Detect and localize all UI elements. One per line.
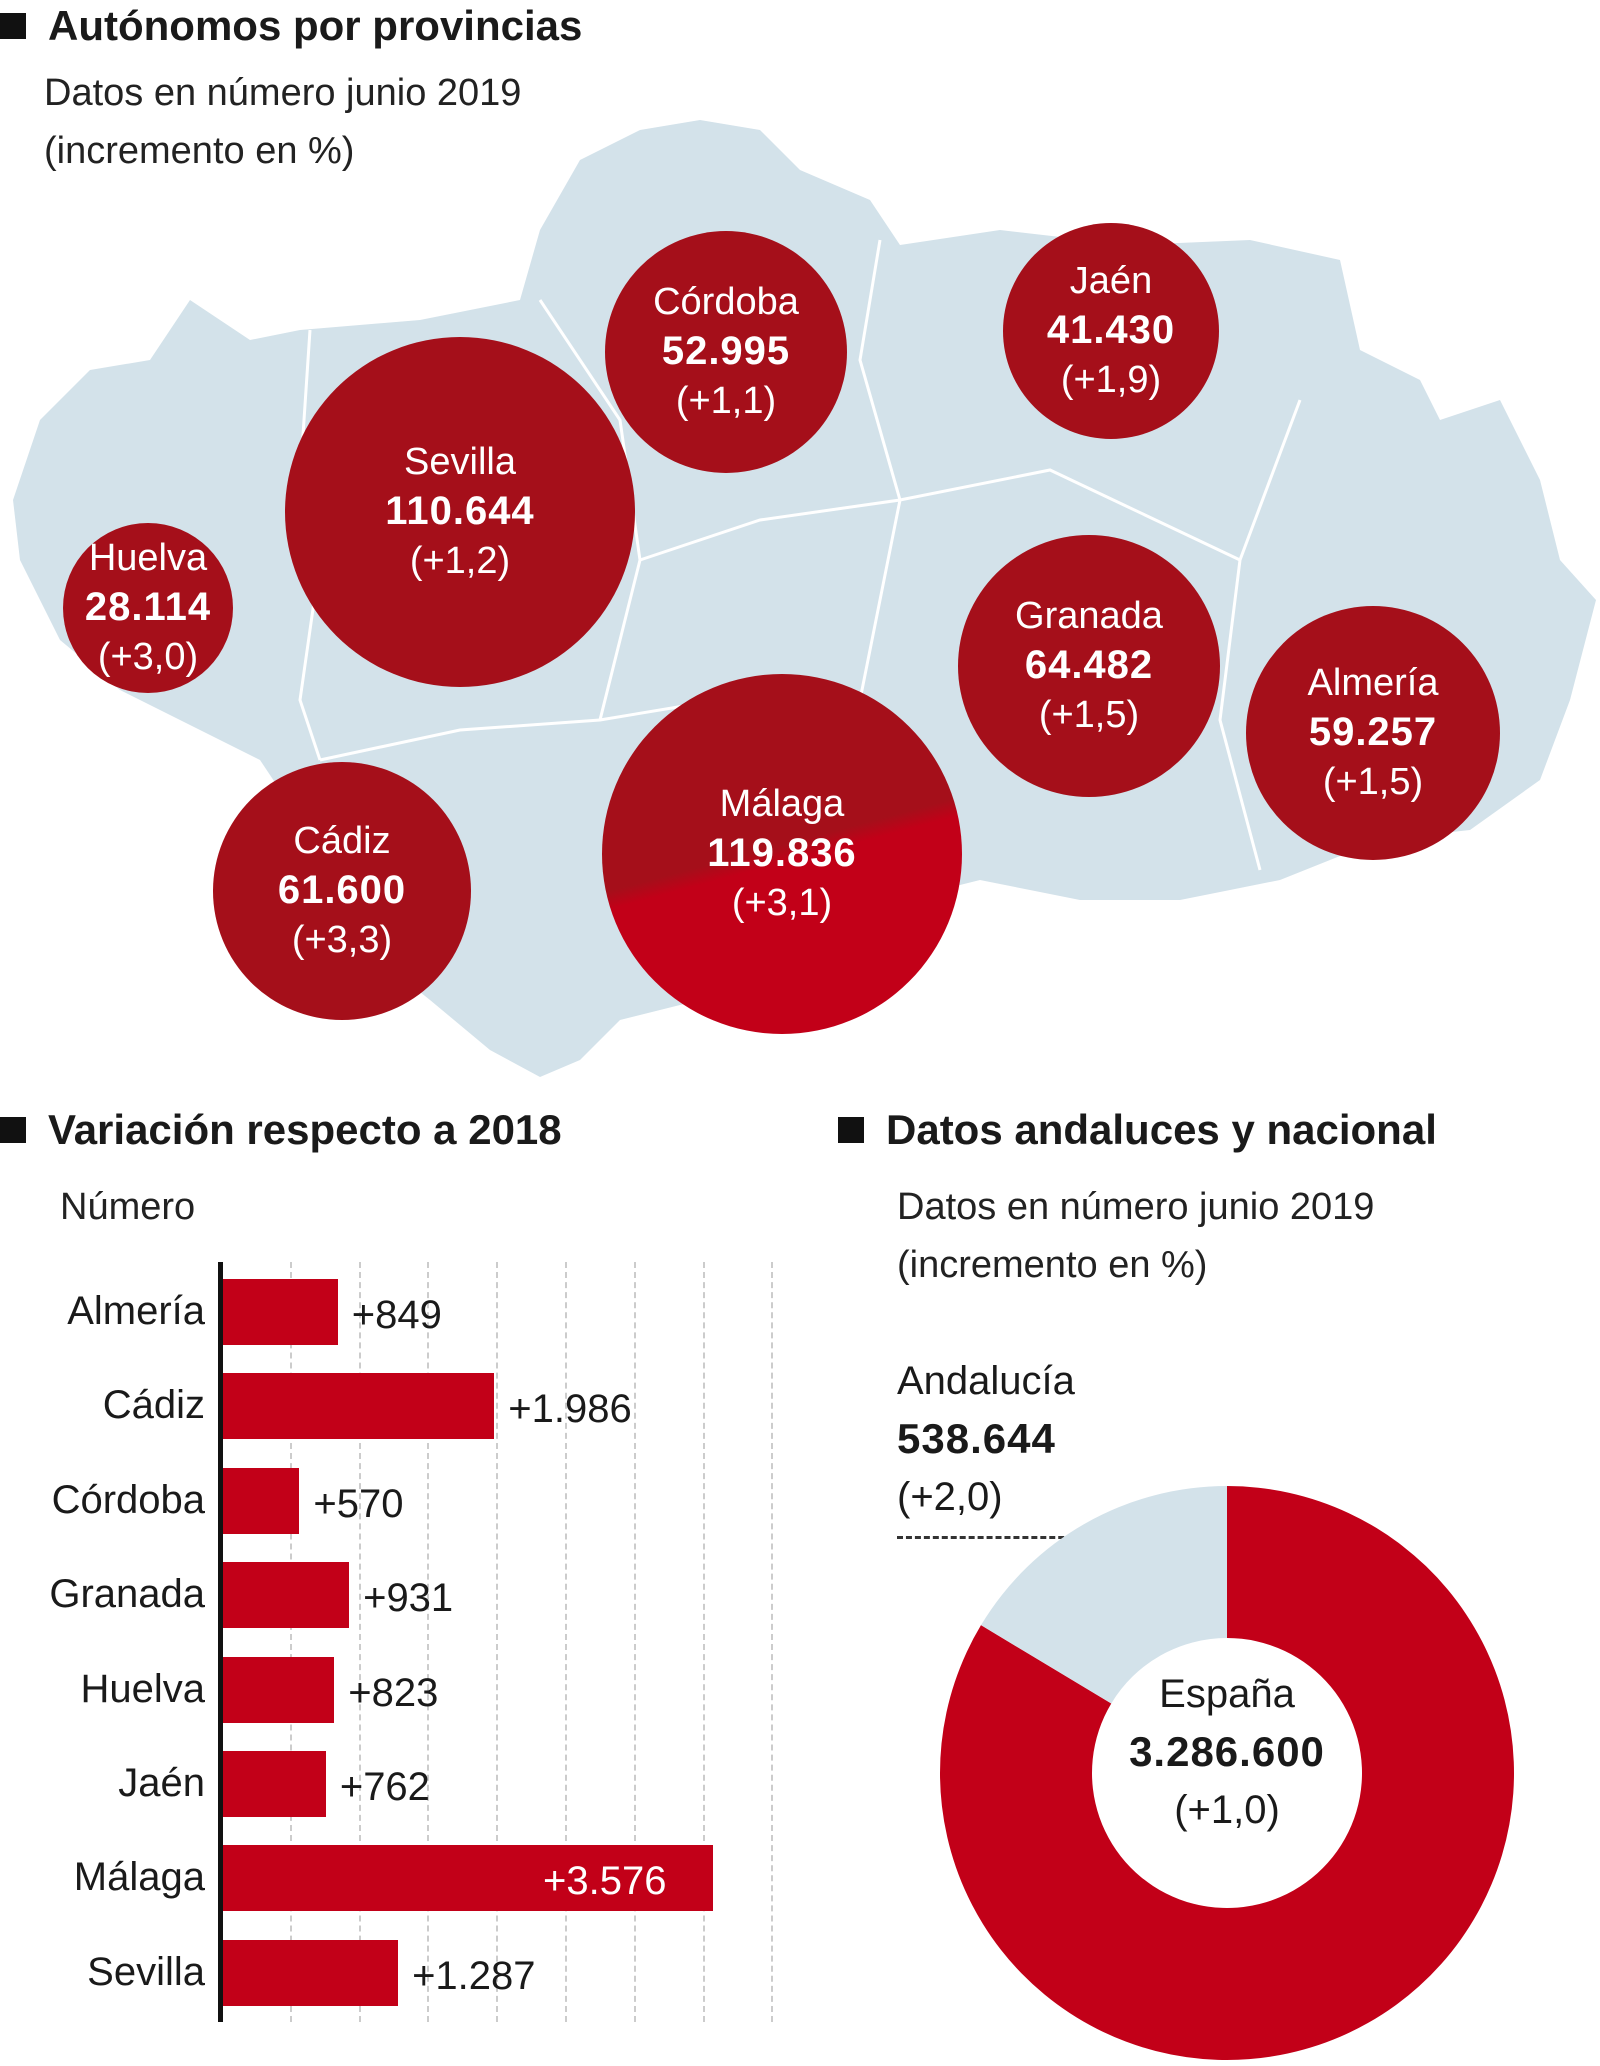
province-value: 52.995 xyxy=(661,329,791,373)
province-change: (+1,2) xyxy=(409,540,511,582)
bar-axis xyxy=(218,1262,223,2022)
province-value: 110.644 xyxy=(385,489,535,533)
bar xyxy=(221,1656,335,1723)
bar xyxy=(221,1751,326,1817)
bar-category-label: Sevilla xyxy=(87,1949,205,1994)
bar-value-label: +3.576 xyxy=(543,1859,667,1904)
map-title-text: Autónomos por provincias xyxy=(48,2,583,49)
bubble-cordoba: Córdoba 52.995 (+1,1) xyxy=(605,231,847,473)
espana-value: 3.286.600 xyxy=(1129,1728,1325,1775)
province-value: 64.482 xyxy=(1024,643,1154,687)
bar-value-label: +1.986 xyxy=(508,1387,632,1432)
section-marker xyxy=(838,1117,864,1143)
bar-category-label: Granada xyxy=(49,1572,205,1617)
bar xyxy=(221,1562,350,1629)
section-marker xyxy=(0,13,26,39)
bar-value-label: +823 xyxy=(348,1670,439,1715)
bar xyxy=(221,1467,300,1534)
bar-category-label: Jaén xyxy=(118,1761,205,1805)
province-name: Jaén xyxy=(1069,260,1153,302)
espana-name: España xyxy=(1159,1672,1295,1716)
donut-subtitle-2: (incremento en %) xyxy=(897,1244,1208,1286)
gridline xyxy=(702,1262,705,2022)
gridline xyxy=(427,1262,430,2022)
bubble-sevilla: Sevilla 110.644 (+1,2) xyxy=(285,337,635,687)
andalucia-name: Andalucía xyxy=(897,1359,1075,1403)
bar-value-label: +1.287 xyxy=(412,1953,536,1998)
province-change: (+3,3) xyxy=(291,919,393,961)
map-section-title: Autónomos por provincias xyxy=(0,2,582,50)
bubble-granada: Granada 64.482 (+1,5) xyxy=(958,535,1220,797)
province-change: (+1,9) xyxy=(1060,359,1162,401)
gridline xyxy=(289,1262,292,2022)
andalucia-change: (+2,0) xyxy=(897,1475,1003,1519)
province-change: (+1,5) xyxy=(1038,694,1140,736)
province-value: 41.430 xyxy=(1046,308,1176,352)
bar-value-label: +849 xyxy=(351,1293,442,1337)
province-name: Almería xyxy=(1307,662,1439,704)
donut-chart xyxy=(939,1486,1514,2060)
bar-title-text: Variación respecto a 2018 xyxy=(48,1106,562,1153)
province-name: Sevilla xyxy=(404,441,516,483)
bar-category-label: Córdoba xyxy=(51,1477,205,1522)
gridline xyxy=(771,1262,774,2022)
andalucia-label: Andalucía 538.644 (+2,0) xyxy=(897,1352,1075,1526)
province-name: Cádiz xyxy=(293,820,391,862)
map-subtitle-2: (incremento en %) xyxy=(44,130,355,172)
province-change: (+3,1) xyxy=(731,882,833,924)
province-value: 61.600 xyxy=(277,868,407,912)
bar-category-label: Almería xyxy=(67,1289,205,1333)
bar-value-label: +570 xyxy=(313,1481,404,1526)
gridline xyxy=(496,1262,499,2022)
bar-category-label: Málaga xyxy=(73,1855,205,1900)
bar xyxy=(221,1373,495,1440)
bar-category-label: Cádiz xyxy=(102,1383,205,1428)
bar-section-title: Variación respecto a 2018 xyxy=(0,1106,562,1154)
gridline xyxy=(633,1262,636,2022)
bar xyxy=(221,1939,399,2006)
section-marker xyxy=(0,1117,26,1143)
province-name: Granada xyxy=(1015,595,1163,637)
bar-value-label: +931 xyxy=(363,1576,454,1621)
donut-slice-andalucia xyxy=(980,1486,1227,1704)
province-value: 119.836 xyxy=(707,831,857,875)
donut-slice-espana xyxy=(939,1486,1514,2060)
province-value: 28.114 xyxy=(84,585,212,629)
bubble-huelva: Huelva 28.114 (+3,0) xyxy=(63,523,233,693)
donut-section-title: Datos andaluces y nacional xyxy=(838,1106,1437,1154)
donut-title-text: Datos andaluces y nacional xyxy=(886,1106,1437,1153)
gridline xyxy=(564,1262,567,2022)
bar-value-label: +762 xyxy=(339,1765,430,1809)
bubble-almeria: Almería 59.257 (+1,5) xyxy=(1246,606,1500,860)
andalucia-value: 538.644 xyxy=(897,1415,1056,1462)
map-subtitle-1: Datos en número junio 2019 xyxy=(44,72,522,114)
espana-change: (+1,0) xyxy=(1174,1788,1280,1832)
province-change: (+3,0) xyxy=(97,636,199,678)
province-value: 59.257 xyxy=(1308,710,1438,754)
bar xyxy=(221,1845,713,1912)
bubble-cadiz: Cádiz 61.600 (+3,3) xyxy=(213,762,471,1020)
donut-subtitle-1: Datos en número junio 2019 xyxy=(897,1186,1375,1228)
province-change: (+1,1) xyxy=(675,380,777,422)
province-name: Córdoba xyxy=(653,281,799,323)
province-name: Huelva xyxy=(88,537,208,579)
espana-label: España 3.286.600 (+1,0) xyxy=(1047,1665,1407,1839)
andalucia-leader-line xyxy=(897,1536,1109,1539)
bubble-jaen: Jaén 41.430 (+1,9) xyxy=(1003,223,1219,439)
province-name: Málaga xyxy=(719,783,845,825)
bar-subtitle: Número xyxy=(60,1186,196,1228)
bar-category-label: Huelva xyxy=(80,1666,205,1711)
bar xyxy=(221,1279,338,1345)
gridline xyxy=(358,1262,361,2022)
bubble-malaga: Málaga 119.836 (+3,1) xyxy=(602,674,962,1034)
province-change: (+1,5) xyxy=(1322,761,1424,803)
